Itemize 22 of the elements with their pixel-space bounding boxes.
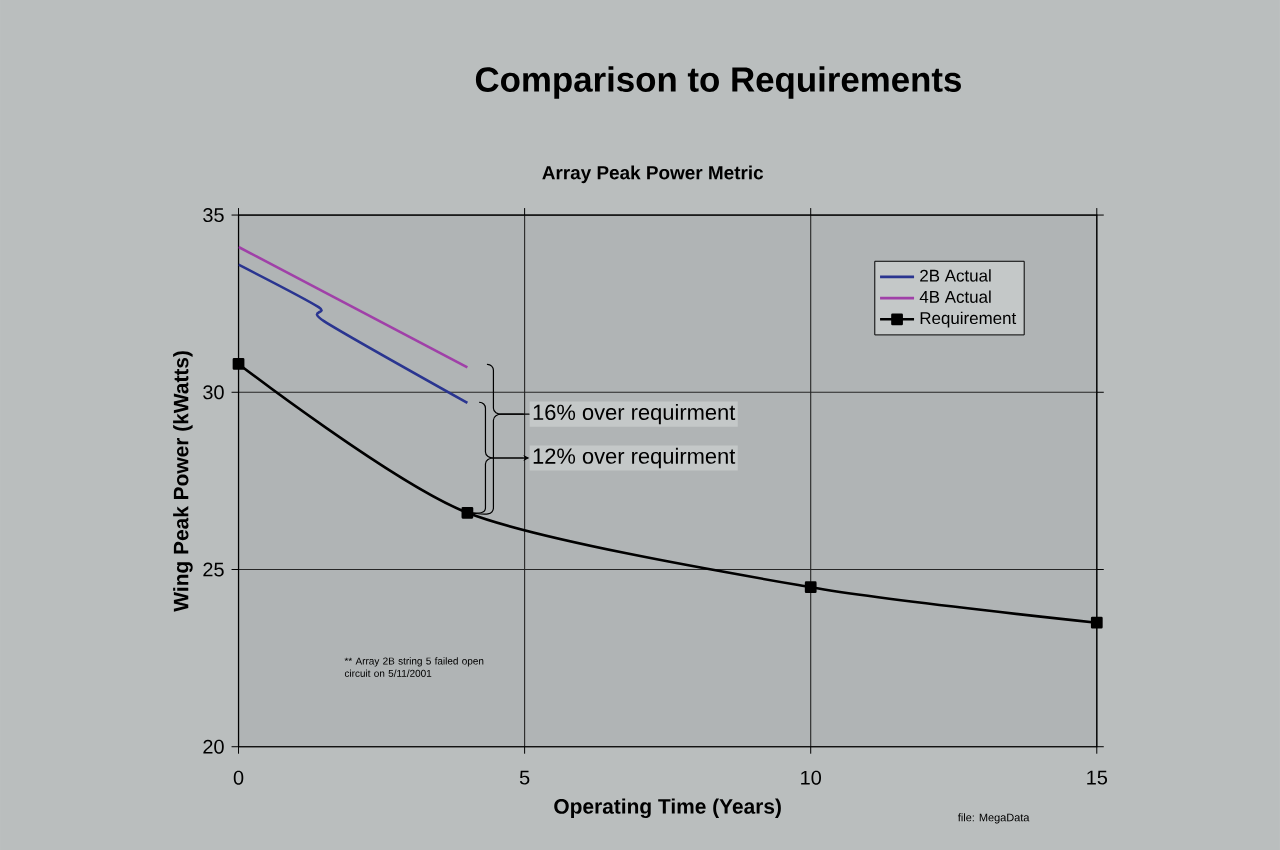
chart-subtitle: Array Peak Power Metric xyxy=(542,165,764,184)
x-tick-label: 5 xyxy=(519,770,530,785)
x-tick-label: 0 xyxy=(233,770,244,785)
annotation: 16% over requirment xyxy=(533,403,736,425)
y-tick-label: 30 xyxy=(203,385,224,400)
y-tick-label: 35 xyxy=(203,207,224,222)
chart-title: Comparison to Requirements xyxy=(475,66,961,99)
x-tick-label: 10 xyxy=(801,770,822,785)
annotation: 12% over requirment xyxy=(533,447,736,469)
legend-label: 4B Actual xyxy=(919,290,991,303)
x-axis-title: Operating Time (Years) xyxy=(554,798,781,818)
line-series xyxy=(238,263,469,405)
point xyxy=(1090,616,1103,629)
legend-label: 2B Actual xyxy=(920,269,991,282)
legend-label: Requirement xyxy=(920,311,1017,328)
point xyxy=(461,506,474,519)
y-axis-title: Wing Peak Power (kWatts) xyxy=(173,351,193,612)
y-tick-label: 25 xyxy=(203,562,224,577)
point xyxy=(804,581,817,593)
x-tick-label: 15 xyxy=(1087,770,1108,785)
point xyxy=(232,357,245,370)
y-tick-label: 20 xyxy=(203,739,224,754)
